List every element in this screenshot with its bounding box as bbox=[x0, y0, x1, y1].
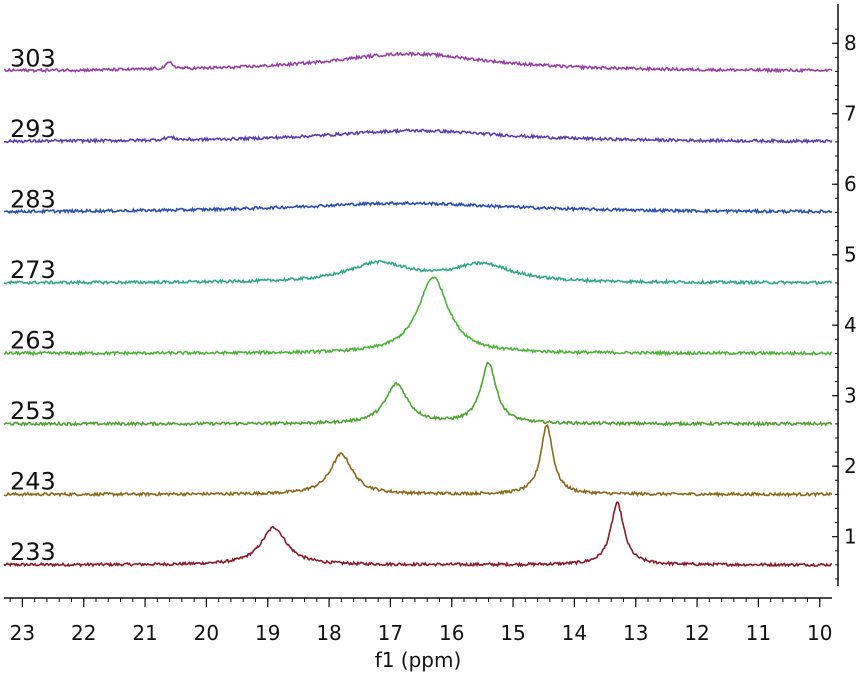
x-axis-ticks: 23 22 21 20 19 18 17 16 15 14 13 12 11 10 bbox=[9, 598, 832, 645]
trace-label-293: 293 bbox=[10, 115, 56, 143]
y-tick-label-2: 2 bbox=[844, 454, 857, 478]
x-tick-label-17: 17 bbox=[378, 621, 403, 645]
x-tick-label-23: 23 bbox=[10, 621, 35, 645]
x-tick-label-20: 20 bbox=[194, 621, 219, 645]
x-tick-label-11: 11 bbox=[746, 621, 771, 645]
x-tick-label-13: 13 bbox=[623, 621, 648, 645]
x-tick-label-22: 22 bbox=[71, 621, 96, 645]
trace-label-303: 303 bbox=[10, 44, 56, 72]
spectra-traces bbox=[3, 50, 833, 568]
x-tick-label-12: 12 bbox=[684, 621, 709, 645]
trace-labels: 233 243 253 263 273 283 293 303 bbox=[10, 44, 56, 565]
trace-label-283: 283 bbox=[10, 185, 56, 213]
trace-label-253: 253 bbox=[10, 397, 56, 425]
y-tick-label-4: 4 bbox=[844, 313, 857, 337]
y-tick-label-3: 3 bbox=[844, 384, 857, 408]
trace-label-233: 233 bbox=[10, 538, 56, 566]
spectrum-trace-273 bbox=[3, 259, 833, 286]
x-tick-label-18: 18 bbox=[316, 621, 341, 645]
x-tick-label-15: 15 bbox=[500, 621, 525, 645]
trace-label-263: 263 bbox=[10, 326, 56, 354]
spectrum-trace-233 bbox=[3, 501, 833, 568]
x-tick-label-19: 19 bbox=[255, 621, 280, 645]
spectrum-trace-243 bbox=[3, 424, 833, 498]
spectrum-trace-253 bbox=[3, 361, 833, 428]
x-tick-label-21: 21 bbox=[132, 621, 157, 645]
x-tick-label-10: 10 bbox=[807, 621, 832, 645]
spectrum-trace-303 bbox=[3, 50, 833, 74]
right-y-axis-ticks: 1 2 3 4 5 6 7 8 bbox=[832, 28, 857, 580]
trace-label-273: 273 bbox=[10, 256, 56, 284]
y-tick-label-7: 7 bbox=[844, 102, 857, 126]
spectrum-trace-283 bbox=[3, 200, 833, 215]
y-tick-label-1: 1 bbox=[844, 525, 857, 549]
y-tick-label-8: 8 bbox=[844, 31, 857, 55]
y-tick-label-6: 6 bbox=[844, 172, 857, 196]
spectrum-trace-293 bbox=[3, 127, 833, 145]
y-tick-label-5: 5 bbox=[844, 243, 857, 267]
x-axis-title: f1 (ppm) bbox=[375, 648, 462, 672]
x-tick-label-14: 14 bbox=[562, 621, 587, 645]
trace-label-243: 243 bbox=[10, 467, 56, 495]
spectrum-trace-263 bbox=[3, 276, 833, 357]
x-tick-label-16: 16 bbox=[439, 621, 464, 645]
